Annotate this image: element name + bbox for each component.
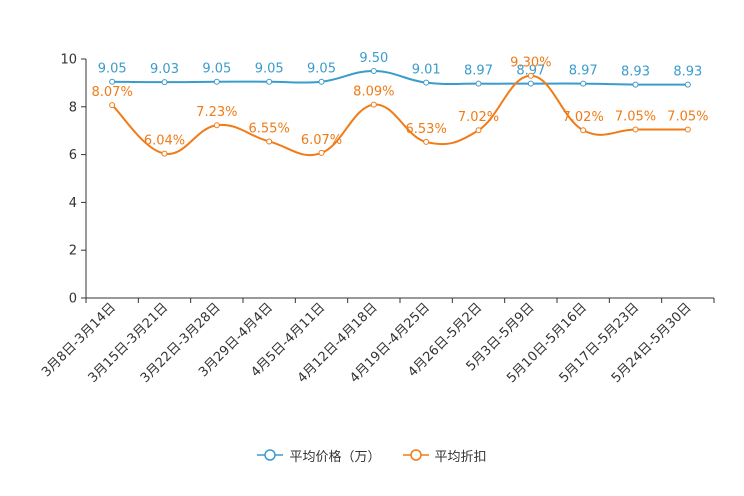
series-0-label-0: 9.05 bbox=[98, 62, 127, 77]
series-1-point-8 bbox=[527, 72, 534, 79]
series-1-label-8: 9.30% bbox=[510, 56, 551, 71]
series-1-point-7 bbox=[475, 127, 482, 134]
y-tick-label-0: 0 bbox=[69, 292, 77, 307]
series-1-point-6 bbox=[423, 138, 430, 145]
series-1-label-9: 7.02% bbox=[563, 110, 604, 125]
series-1-label-3: 6.55% bbox=[249, 121, 290, 136]
series-0-point-2 bbox=[213, 78, 220, 85]
series-0-label-2: 9.05 bbox=[202, 62, 231, 77]
series-1-label-6: 6.53% bbox=[406, 122, 447, 137]
series-0-point-3 bbox=[266, 78, 273, 85]
series-0-label-1: 9.03 bbox=[150, 62, 179, 77]
series-0-point-6 bbox=[423, 79, 430, 86]
series-1-label-0: 8.07% bbox=[92, 85, 133, 100]
series-1-label-10: 7.05% bbox=[615, 110, 656, 125]
series-0-point-9 bbox=[580, 80, 587, 87]
series-0-point-4 bbox=[318, 78, 325, 85]
series-0-label-9: 8.97 bbox=[569, 64, 598, 79]
series-1-label-4: 6.07% bbox=[301, 133, 342, 148]
legend-item-price[interactable]: 平均价格（万） bbox=[257, 446, 381, 465]
y-tick-label-5: 10 bbox=[60, 53, 77, 68]
legend-price-icon bbox=[257, 449, 284, 461]
series-0-label-8: 8.97 bbox=[516, 64, 545, 79]
series-0-label-3: 9.05 bbox=[255, 62, 284, 77]
series-1-label-7: 7.02% bbox=[458, 110, 499, 125]
series-0-label-6: 9.01 bbox=[412, 63, 441, 78]
series-0-label-7: 8.97 bbox=[464, 64, 493, 79]
y-tick-label-3: 6 bbox=[69, 148, 77, 163]
series-0-point-0 bbox=[109, 78, 116, 85]
series-1-point-10 bbox=[632, 126, 639, 133]
y-tick-label-1: 2 bbox=[69, 244, 77, 259]
series-1-point-4 bbox=[318, 149, 325, 156]
series-0-point-1 bbox=[161, 79, 168, 86]
series-1-point-2 bbox=[213, 122, 220, 129]
legend-discount-icon bbox=[402, 449, 429, 461]
series-1-point-5 bbox=[370, 101, 377, 108]
series-0-point-8 bbox=[527, 80, 534, 87]
series-1-label-5: 8.09% bbox=[353, 85, 394, 100]
series-0-label-11: 8.93 bbox=[673, 65, 702, 80]
series-1-point-1 bbox=[161, 150, 168, 157]
series-1-label-1: 6.04% bbox=[144, 134, 185, 149]
series-1-label-11: 7.05% bbox=[667, 110, 708, 125]
y-tick-label-4: 8 bbox=[69, 100, 77, 115]
series-1-label-2: 7.23% bbox=[196, 105, 237, 120]
series-0-point-10 bbox=[632, 81, 639, 88]
series-0-point-7 bbox=[475, 80, 482, 87]
y-tick-label-2: 4 bbox=[69, 196, 77, 211]
legend-item-discount[interactable]: 平均折扣 bbox=[402, 446, 487, 465]
legend-discount-label: 平均折扣 bbox=[434, 449, 487, 465]
series-1-point-9 bbox=[580, 127, 587, 134]
series-0-label-4: 9.05 bbox=[307, 62, 336, 77]
series-1-point-3 bbox=[266, 138, 273, 145]
line-chart: 02468103月8日-3月14日3月15日-3月21日3月22日-3月28日3… bbox=[39, 51, 715, 386]
series-0-line bbox=[112, 69, 688, 86]
legend-price-label: 平均价格（万） bbox=[289, 449, 381, 465]
series-0-point-11 bbox=[684, 81, 691, 88]
series-0-label-5: 9.50 bbox=[359, 51, 388, 66]
chart-legend: 平均价格（万） 平均折扣 bbox=[0, 444, 744, 466]
series-0-label-10: 8.93 bbox=[621, 65, 650, 80]
series-1-point-0 bbox=[109, 102, 116, 109]
series-0-point-5 bbox=[370, 67, 377, 74]
series-1-point-11 bbox=[684, 126, 691, 133]
